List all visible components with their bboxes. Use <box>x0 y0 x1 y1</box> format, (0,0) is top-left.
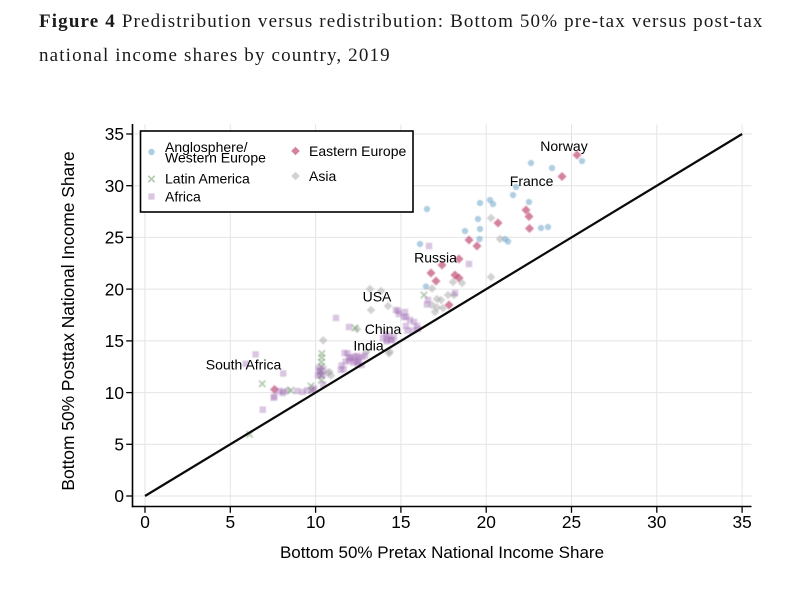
svg-text:Western Europe: Western Europe <box>165 150 266 166</box>
svg-text:35: 35 <box>732 512 751 532</box>
svg-text:France: France <box>510 173 554 189</box>
svg-text:20: 20 <box>105 279 124 299</box>
svg-text:USA: USA <box>363 289 392 305</box>
svg-text:Norway: Norway <box>540 138 587 154</box>
svg-text:20: 20 <box>477 512 496 532</box>
svg-text:0: 0 <box>140 512 150 532</box>
svg-text:India: India <box>353 338 384 354</box>
svg-text:Bottom 50% Pretax National Inc: Bottom 50% Pretax National Income Share <box>280 543 604 562</box>
svg-text:Anglosphere/: Anglosphere/ <box>165 139 248 155</box>
svg-text:Russia: Russia <box>414 250 457 266</box>
svg-text:5: 5 <box>225 512 235 532</box>
svg-text:25: 25 <box>562 512 581 532</box>
svg-text:30: 30 <box>647 512 666 532</box>
svg-text:25: 25 <box>105 228 124 248</box>
svg-text:30: 30 <box>105 176 124 196</box>
svg-text:Bottom 50% Posttax National In: Bottom 50% Posttax National Income Share <box>58 151 78 490</box>
svg-text:35: 35 <box>105 124 124 144</box>
svg-text:0: 0 <box>114 486 124 506</box>
svg-text:5: 5 <box>114 435 124 455</box>
svg-text:15: 15 <box>105 331 124 351</box>
svg-text:Africa: Africa <box>165 189 201 205</box>
svg-text:Asia: Asia <box>309 168 336 184</box>
svg-text:Eastern Europe: Eastern Europe <box>309 143 406 159</box>
svg-text:10: 10 <box>105 383 124 403</box>
svg-text:China: China <box>365 321 402 337</box>
svg-text:South Africa: South Africa <box>206 357 282 373</box>
svg-text:Latin America: Latin America <box>165 171 250 187</box>
svg-text:10: 10 <box>306 512 325 532</box>
svg-text:15: 15 <box>391 512 410 532</box>
